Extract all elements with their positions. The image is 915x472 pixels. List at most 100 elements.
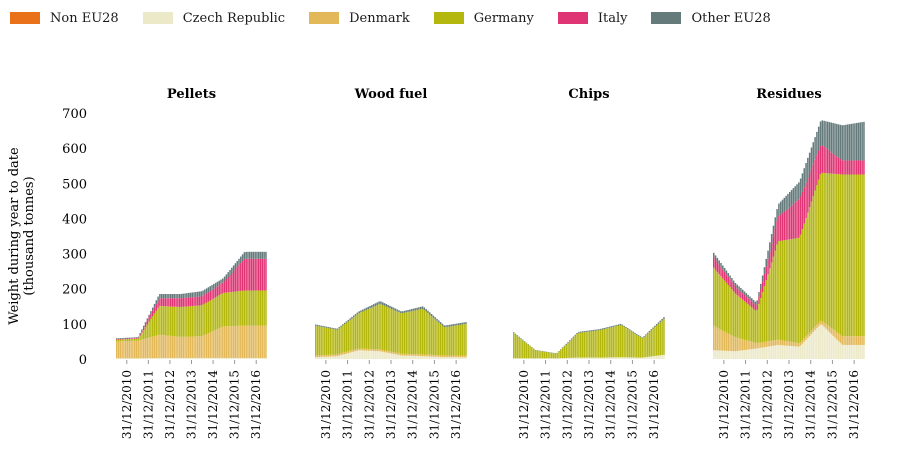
- bar-segment: [857, 344, 860, 359]
- bar-segment: [655, 324, 658, 326]
- bar-segment: [369, 308, 371, 350]
- bar-segment: [463, 357, 465, 359]
- bar-segment: [781, 213, 784, 241]
- bar-segment: [741, 289, 744, 294]
- bar-segment: [218, 280, 220, 286]
- bar-segment: [416, 307, 418, 311]
- bar-segment: [652, 328, 654, 357]
- bar-segment: [461, 322, 464, 325]
- bar-segment: [159, 298, 161, 306]
- bar-segment: [168, 306, 170, 336]
- bar-segment: [135, 337, 138, 339]
- bar-segment: [549, 352, 551, 359]
- bar-segment: [336, 354, 339, 357]
- bar-segment: [785, 195, 787, 211]
- bar-segment: [371, 349, 373, 351]
- bar-segment: [258, 251, 260, 259]
- bar-segment: [213, 330, 215, 358]
- x-tick-label: 31/12/2015: [427, 370, 441, 439]
- bar-segment: [369, 350, 371, 359]
- x-tick-label: 31/12/2011: [739, 370, 753, 439]
- bar-segment: [846, 124, 849, 161]
- bar-segment: [367, 309, 369, 349]
- bar-segment: [150, 313, 152, 319]
- bar-segment: [801, 343, 804, 359]
- bar-segment: [563, 345, 566, 347]
- bar-segment: [365, 348, 368, 351]
- bar-segment: [414, 310, 417, 355]
- legend-item: Czech Republic: [142, 11, 285, 26]
- bar-segment: [565, 343, 567, 345]
- bar-segment: [213, 357, 215, 359]
- bar-segment: [643, 336, 645, 358]
- bar-segment: [632, 331, 634, 333]
- bar-segment: [421, 308, 424, 355]
- bar-segment: [218, 285, 220, 296]
- bar-segment: [207, 333, 210, 358]
- bar-segment: [261, 325, 264, 358]
- legend-item: Germany: [433, 11, 534, 26]
- bar-segment: [538, 358, 540, 359]
- bar-segment: [661, 355, 663, 359]
- bar-segment: [776, 339, 778, 346]
- bar-segment: [137, 338, 140, 341]
- bar-segment: [416, 354, 418, 356]
- bar-segment: [381, 351, 384, 359]
- bar-segment: [401, 353, 404, 356]
- bar-segment: [391, 351, 393, 354]
- bar-segment: [805, 218, 807, 337]
- bar-segment: [334, 329, 337, 355]
- bar-segment: [581, 357, 584, 359]
- bar-segment: [741, 293, 744, 300]
- bar-segment: [196, 296, 199, 306]
- bar-segment: [718, 350, 720, 359]
- bar-segment: [121, 358, 123, 359]
- bar-segment: [732, 284, 735, 292]
- x-tick-label: 31/12/2013: [384, 370, 398, 439]
- bar-segment: [160, 298, 163, 307]
- bar-segment: [322, 355, 324, 357]
- bar-segment: [799, 178, 802, 197]
- bar-segment: [177, 298, 179, 307]
- legend-swatch: [309, 12, 340, 24]
- bar-segment: [743, 301, 746, 340]
- legend-swatch: [142, 12, 173, 24]
- bar-segment: [731, 278, 733, 282]
- bar-segment: [857, 174, 860, 337]
- bar-segment: [650, 329, 653, 331]
- bar-segment: [256, 290, 258, 326]
- bar-segment: [220, 294, 222, 328]
- bar-segment: [324, 326, 326, 328]
- bar-segment: [162, 357, 165, 359]
- bar-segment: [457, 323, 460, 326]
- bar-segment: [574, 334, 577, 336]
- bar-segment: [409, 355, 411, 359]
- bar-segment: [545, 352, 548, 359]
- bar-segment: [209, 286, 211, 292]
- bar-segment: [256, 325, 258, 358]
- bar-segment: [641, 357, 643, 359]
- bar-segment: [732, 291, 735, 337]
- bar-segment: [583, 331, 586, 333]
- bar-segment: [423, 307, 426, 310]
- bar-segment: [846, 344, 849, 359]
- bar-segment: [316, 357, 319, 359]
- bar-segment: [758, 303, 760, 343]
- bar-segment: [142, 339, 145, 359]
- bar-segment: [756, 309, 758, 344]
- bar-segment: [189, 357, 192, 359]
- bar-segment: [164, 357, 167, 359]
- bar-segment: [126, 358, 129, 359]
- bar-segment: [823, 146, 825, 173]
- bar-segment: [854, 336, 856, 345]
- bar-segment: [164, 298, 167, 307]
- bar-segment: [587, 331, 589, 358]
- bar-segment: [378, 351, 380, 359]
- bar-segment: [387, 304, 389, 308]
- bar-segment: [599, 329, 602, 358]
- bar-segment: [465, 322, 467, 324]
- bar-segment: [432, 315, 435, 318]
- bar-segment: [400, 355, 402, 359]
- bar-segment: [434, 319, 436, 356]
- bar-segment: [796, 342, 798, 347]
